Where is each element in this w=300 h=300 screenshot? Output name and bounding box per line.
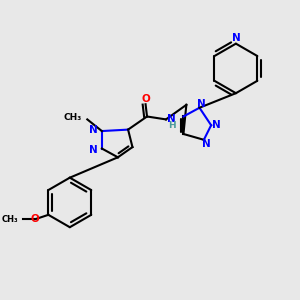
Text: O: O [141,94,150,104]
Text: N: N [89,124,98,135]
Text: N: N [89,145,98,155]
Text: N: N [196,99,205,109]
Text: N: N [167,114,176,124]
Text: N: N [212,120,221,130]
Text: CH₃: CH₃ [1,215,18,224]
Text: CH₃: CH₃ [64,113,82,122]
Text: N: N [232,33,240,43]
Text: N: N [202,139,211,149]
Text: O: O [31,214,40,224]
Text: H: H [169,121,176,130]
